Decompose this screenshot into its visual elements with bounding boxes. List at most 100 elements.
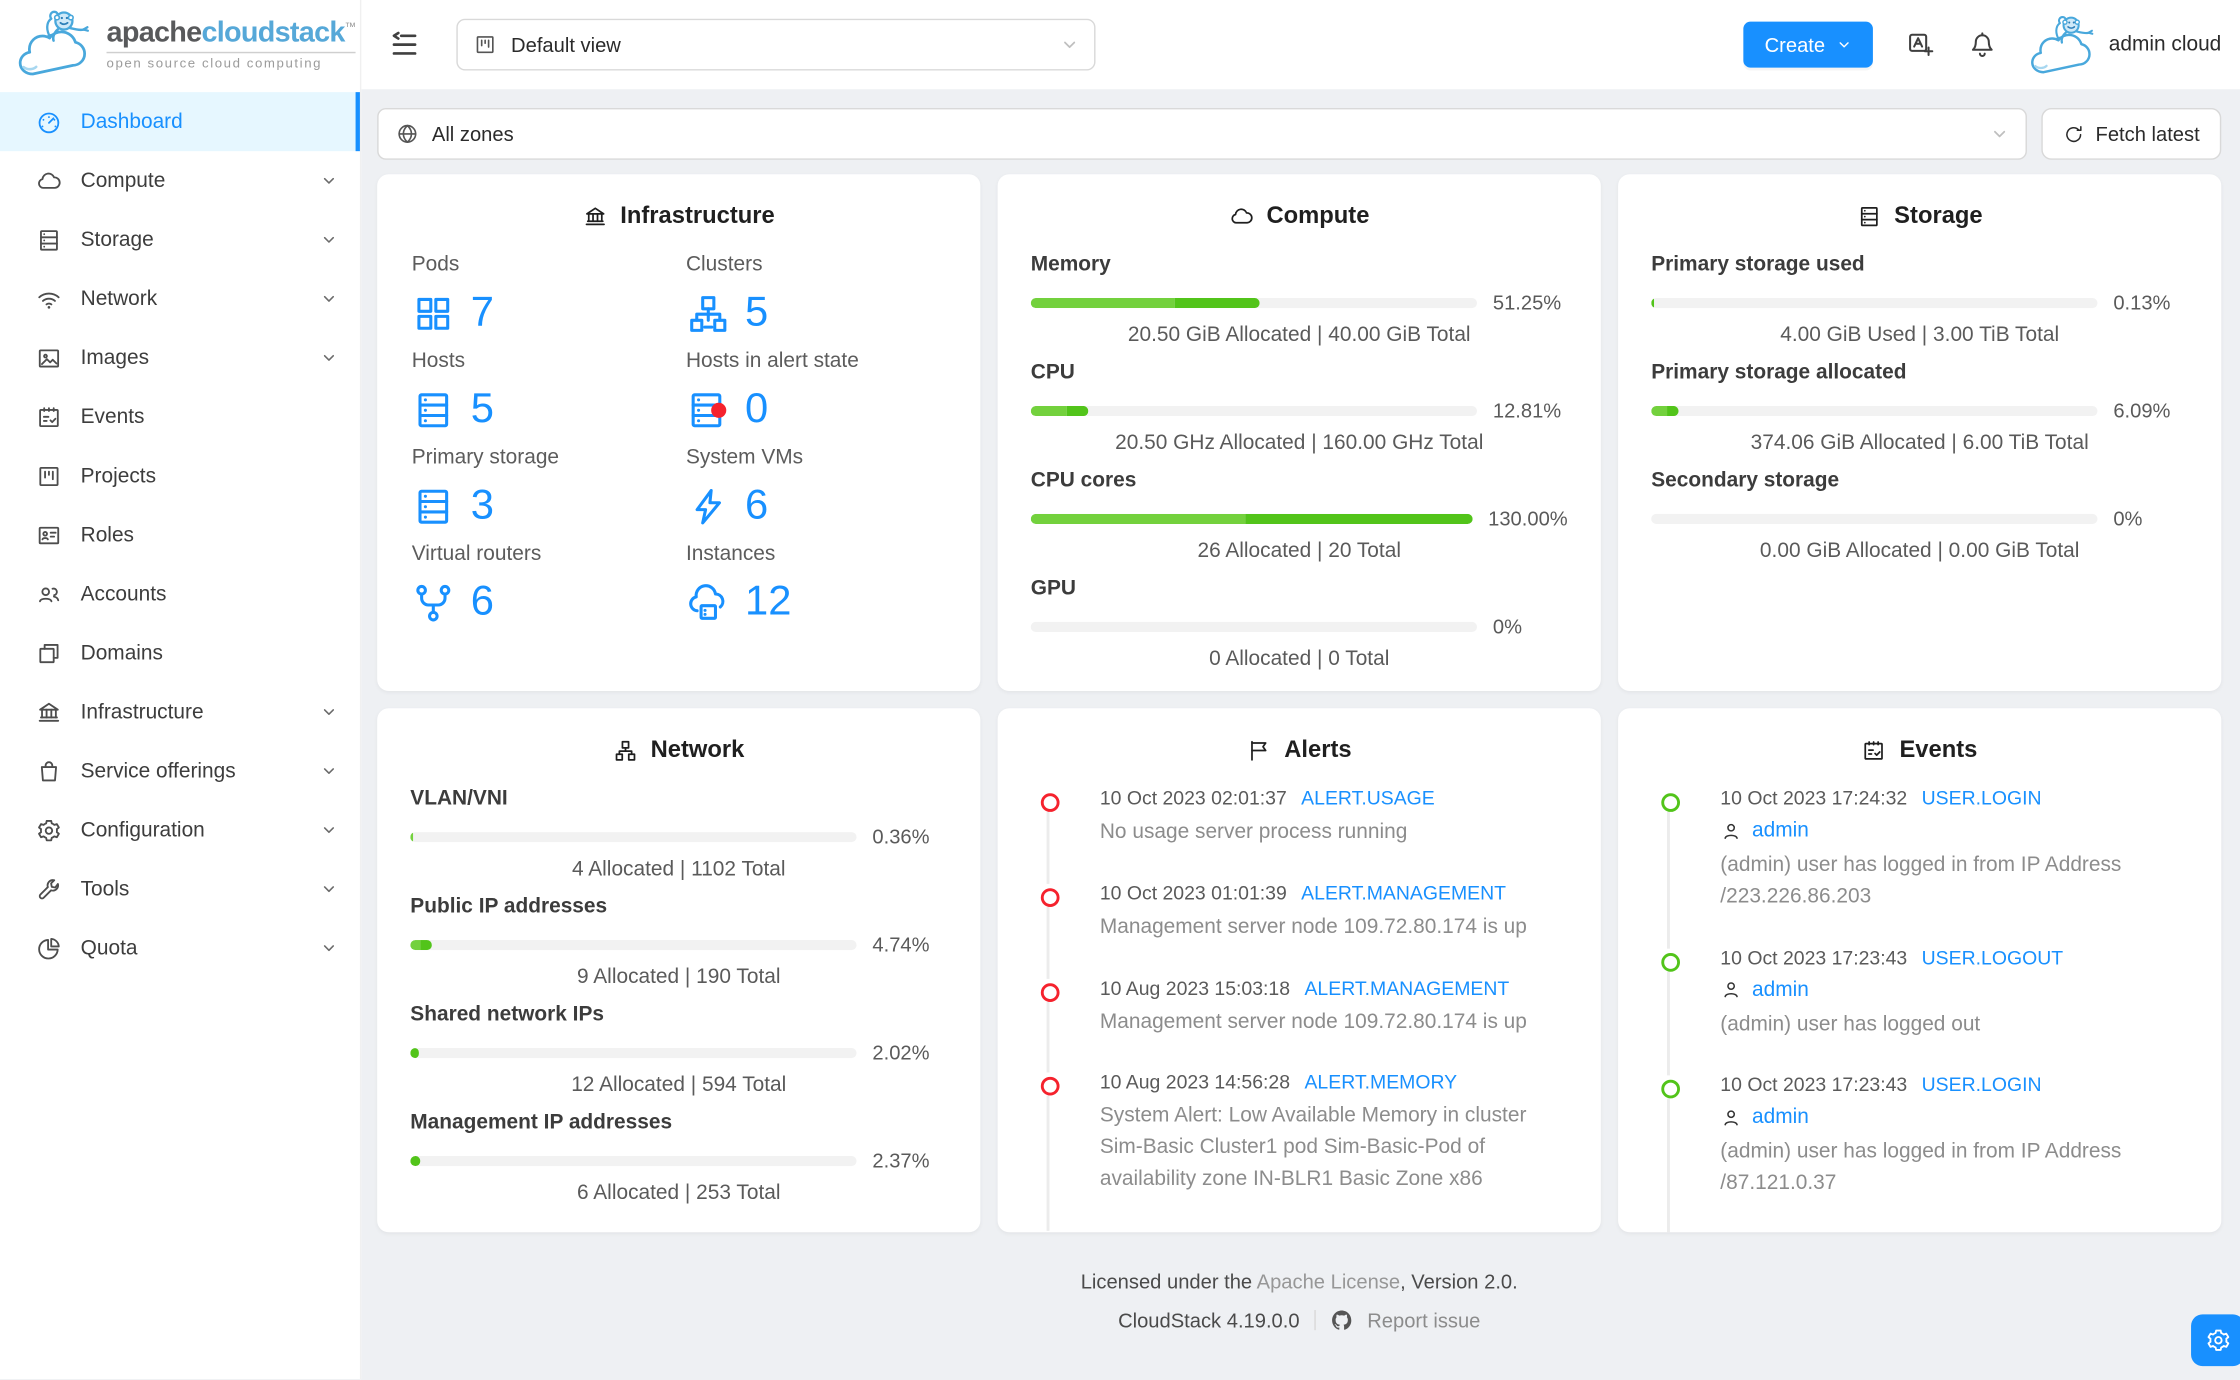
storage-metric-primary-storage-allocated: Primary storage allocated 6.09% 374.06 GiB…	[1651, 361, 2188, 455]
database-icon[interactable]	[412, 388, 455, 431]
fork-icon[interactable]	[412, 581, 455, 624]
fetch-latest-button[interactable]: Fetch latest	[2040, 107, 2222, 160]
create-button[interactable]: Create	[1743, 21, 1873, 68]
zone-selector[interactable]: All zones	[377, 107, 2027, 160]
sidebar: apachecloudstack™ open source cloud comp…	[0, 0, 362, 1380]
flag-icon	[1247, 739, 1271, 763]
main-content: All zones Fetch latest Infrastructure Po…	[359, 89, 2240, 1380]
chevron-down-icon	[321, 940, 337, 956]
database-icon[interactable]	[412, 484, 455, 527]
user-link[interactable]: admin	[1751, 978, 1809, 1002]
infra-stat-pods: Pods 7	[412, 253, 672, 336]
progress-fill	[1030, 405, 1088, 416]
team-icon	[36, 581, 62, 607]
item-type-link[interactable]: ALERT.MEMORY	[1304, 1071, 1458, 1094]
progress-fill	[1030, 513, 1473, 524]
bell-icon[interactable]	[1968, 30, 1997, 59]
metric-percent: 12.81%	[1492, 398, 1562, 422]
user-link[interactable]: admin	[1751, 1105, 1809, 1129]
metric-caption: 20.50 GiB Allocated | 40.00 GiB Total	[1127, 323, 1471, 347]
wifi-icon	[36, 286, 62, 312]
progress-track	[1030, 513, 1473, 524]
item-type-link[interactable]: USER.LOGOUT	[1921, 946, 2064, 969]
item-type-link[interactable]: USER.LOGIN	[1921, 1074, 2042, 1096]
menu-fold-icon[interactable]	[389, 29, 421, 61]
timeline-dot	[1040, 1077, 1060, 1096]
sidebar-item-label: Service offerings	[80, 759, 236, 783]
sidebar-item-accounts[interactable]: Accounts	[0, 564, 360, 623]
sidebar-item-quota[interactable]: Quota	[0, 918, 360, 977]
cluster-icon[interactable]	[686, 292, 729, 335]
item-type-link[interactable]: ALERT.USAGE	[1301, 787, 1435, 810]
event-item: 10 Oct 2023 17:24:32 USER.LOGIN admin (admi…	[1661, 787, 2188, 948]
sidebar-item-domains[interactable]: Domains	[0, 623, 360, 682]
metric-percent: 2.02%	[872, 1040, 930, 1064]
monkey-cloud-logo	[14, 7, 95, 82]
chevron-down-icon	[321, 173, 337, 189]
sidebar-item-configuration[interactable]: Configuration	[0, 800, 360, 859]
network-metric-shared-network-ips: Shared network IPs 2.02% 12 Allocated | 59…	[410, 1003, 947, 1097]
app-logo[interactable]: apachecloudstack™ open source cloud comp…	[0, 0, 360, 89]
thunderbolt-icon[interactable]	[686, 484, 729, 527]
sidebar-item-dashboard[interactable]: Dashboard	[0, 92, 360, 152]
bank-icon	[583, 204, 607, 228]
infra-stat-system-vms: System VMs 6	[686, 446, 946, 529]
chevron-down-icon	[321, 350, 337, 366]
sidebar-item-network[interactable]: Network	[0, 269, 360, 328]
translate-icon[interactable]	[1906, 30, 1935, 59]
compute-card: Compute Memory 51.25% 20.50 GiB Allocated …	[997, 174, 1601, 692]
cloud-server-icon[interactable]	[686, 581, 729, 624]
chevron-down-icon	[1837, 37, 1851, 51]
infra-stat-value[interactable]: 3	[470, 482, 494, 529]
user-name[interactable]: admin cloud	[2108, 33, 2222, 57]
monkey-cloud-logo[interactable]	[2025, 13, 2100, 76]
apache-license-link[interactable]: Apache License	[1256, 1269, 1401, 1293]
sidebar-item-events[interactable]: Events	[0, 387, 360, 446]
gear-icon	[36, 817, 62, 843]
infra-stat-value[interactable]: 5	[744, 289, 769, 336]
timeline-dot	[1040, 793, 1060, 812]
sidebar-item-images[interactable]: Images	[0, 328, 360, 387]
brand-tagline: open source cloud computing	[106, 51, 356, 71]
compute-metric-gpu: GPU 0% 0 Allocated | 0 Total	[1030, 577, 1568, 671]
pie-chart-icon	[36, 935, 62, 961]
infra-stat-value[interactable]: 7	[470, 289, 494, 336]
metric-label: GPU	[1030, 577, 1076, 601]
infra-stat-value[interactable]: 12	[744, 578, 792, 625]
sidebar-item-roles[interactable]: Roles	[0, 505, 360, 564]
sidebar-item-service-offerings[interactable]: Service offerings	[0, 741, 360, 800]
item-type-link[interactable]: USER.LOGIN	[1921, 787, 2042, 810]
sidebar-item-compute[interactable]: Compute	[0, 151, 360, 210]
infra-stat-value[interactable]: 6	[470, 578, 494, 625]
infra-stat-primary-storage: Primary storage 3	[412, 446, 672, 529]
user-icon	[1720, 1107, 1742, 1129]
sidebar-item-label: Images	[80, 346, 150, 370]
item-type-link[interactable]: ALERT.MANAGEMENT	[1304, 1229, 1509, 1233]
database-alert-icon[interactable]	[686, 388, 729, 431]
sidebar-item-infrastructure[interactable]: Infrastructure	[0, 682, 360, 741]
infra-stat-value[interactable]: 0	[744, 385, 769, 432]
dashboard-icon	[36, 109, 62, 135]
view-selector[interactable]: Default view	[456, 18, 1096, 71]
progress-fill	[410, 939, 432, 950]
sidebar-item-tools[interactable]: Tools	[0, 859, 360, 918]
infra-stat-value[interactable]: 6	[744, 482, 769, 529]
sidebar-item-projects[interactable]: Projects	[0, 446, 360, 505]
metric-label: Memory	[1030, 253, 1111, 277]
item-type-link[interactable]: ALERT.MANAGEMENT	[1301, 882, 1507, 904]
infra-stat-label: Clusters	[685, 253, 763, 277]
appstore-icon[interactable]	[412, 292, 455, 335]
reload-icon	[2062, 123, 2084, 145]
storage-card: Storage Primary storage used 0.13% 4.00 Gi…	[1618, 174, 2222, 692]
report-issue-link[interactable]: Report issue	[1367, 1308, 1481, 1332]
progress-fill	[1651, 297, 1655, 308]
settings-fab-button[interactable]	[2191, 1314, 2240, 1367]
infra-stat-value[interactable]: 5	[470, 385, 494, 432]
sidebar-item-storage[interactable]: Storage	[0, 210, 360, 269]
item-type-link[interactable]: ALERT.MANAGEMENT	[1304, 976, 1510, 999]
database-icon	[36, 227, 62, 253]
github-icon	[1330, 1309, 1353, 1332]
sidebar-item-label: Configuration	[80, 818, 205, 842]
user-link[interactable]: admin	[1751, 819, 1809, 843]
